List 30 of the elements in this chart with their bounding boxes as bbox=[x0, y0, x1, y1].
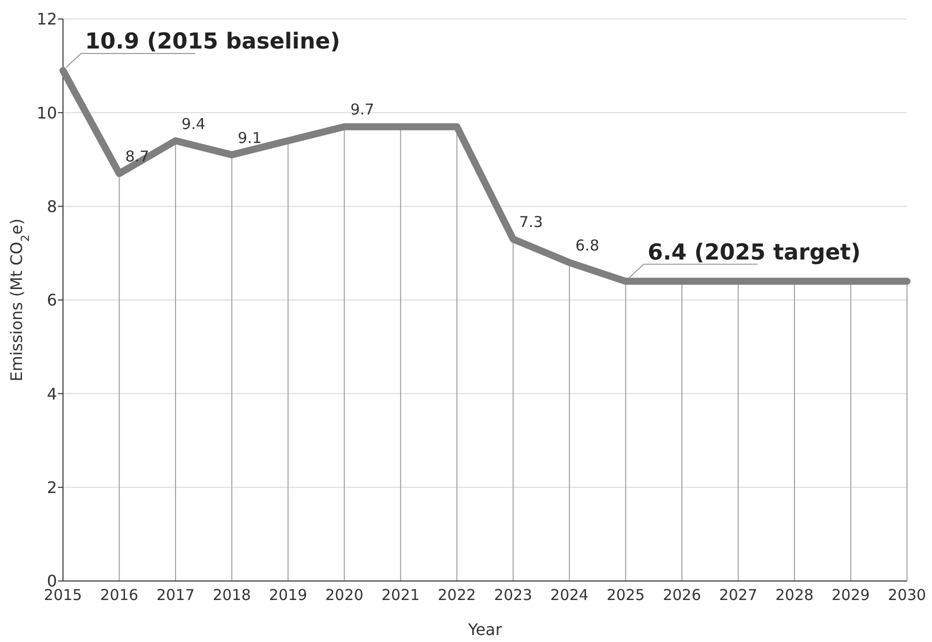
x-tick-label: 2017 bbox=[156, 586, 195, 604]
x-tick-label: 2023 bbox=[494, 586, 532, 604]
x-tick-label: 2025 bbox=[606, 586, 645, 604]
x-tick-label: 2027 bbox=[719, 586, 758, 604]
x-axis-title: Year bbox=[467, 620, 502, 639]
y-tick-label: 12 bbox=[36, 10, 57, 29]
x-tick-label: 2026 bbox=[662, 586, 702, 604]
x-tick-label: 2018 bbox=[212, 586, 251, 604]
y-tick-label: 8 bbox=[46, 196, 57, 216]
data-label: 7.3 bbox=[519, 213, 543, 232]
x-tick-label: 2029 bbox=[832, 586, 870, 604]
x-tick-label: 2020 bbox=[325, 586, 364, 604]
y-tick-label: 10 bbox=[36, 103, 57, 122]
x-tick-label: 2030 bbox=[888, 586, 926, 604]
x-tick-label: 2015 bbox=[44, 586, 82, 604]
y-tick-label: 4 bbox=[46, 384, 57, 404]
x-tick-label: 2016 bbox=[100, 586, 138, 604]
data-label: 9.1 bbox=[238, 128, 262, 147]
x-tick-label: 2024 bbox=[550, 586, 588, 604]
annotation: 6.4 (2025 target) bbox=[648, 240, 861, 266]
data-label: 6.8 bbox=[575, 236, 600, 255]
data-label: 9.4 bbox=[182, 114, 206, 133]
data-label: 9.7 bbox=[350, 100, 374, 119]
y-tick-label: 2 bbox=[46, 478, 57, 497]
x-tick-label: 2028 bbox=[775, 586, 814, 604]
annotation: 10.9 (2015 baseline) bbox=[85, 30, 340, 55]
x-tick-label: 2021 bbox=[382, 586, 420, 604]
x-tick-label: 2019 bbox=[268, 586, 308, 604]
x-tick-label: 2022 bbox=[438, 586, 476, 604]
y-tick-label: 6 bbox=[46, 290, 57, 310]
